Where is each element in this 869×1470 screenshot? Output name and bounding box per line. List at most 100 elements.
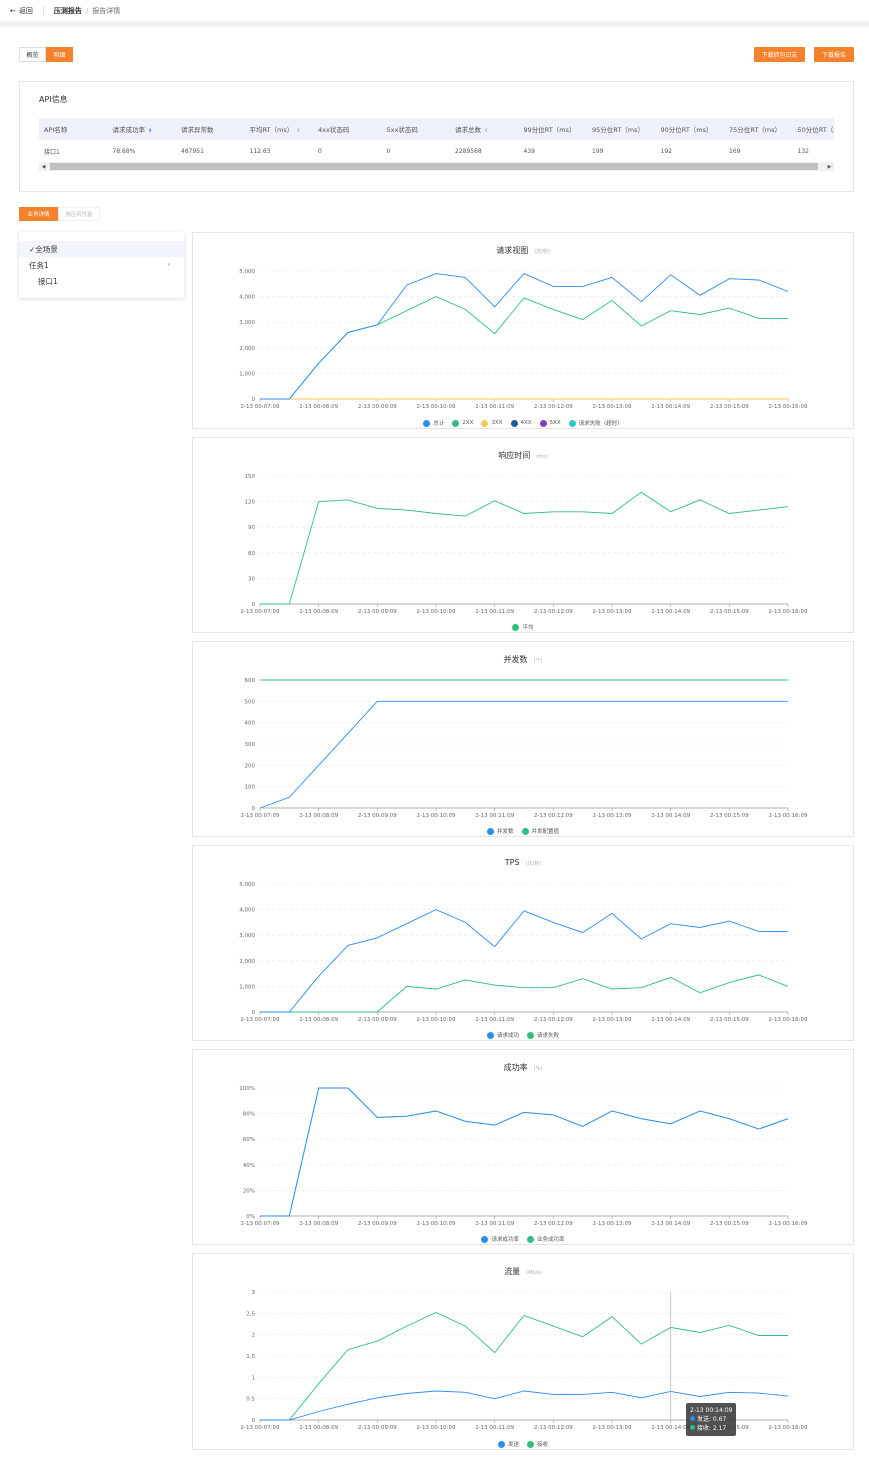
legend-item[interactable]: 请求成功率 bbox=[481, 1235, 519, 1243]
x-tick-label: 2-13 00:09:09 bbox=[358, 813, 397, 819]
table-row: 接口1 78.68% 487951 112.63 0 0 2289568 439… bbox=[39, 140, 834, 162]
x-tick-label: 2-13 00:13:09 bbox=[593, 1425, 632, 1431]
x-tick-label: 2-13 00:14:09 bbox=[651, 813, 690, 819]
legend-item[interactable]: 接收 bbox=[527, 1440, 548, 1448]
back-button[interactable]: ← 返回 bbox=[10, 6, 33, 16]
col-p50: 50分位RT（ms） bbox=[797, 126, 835, 134]
x-tick-label: 2-13 00:08:09 bbox=[299, 1425, 338, 1431]
y-tick-label: 3,000 bbox=[239, 933, 255, 939]
sort-icon[interactable]: ⬍ bbox=[148, 128, 153, 134]
y-tick-label: 300 bbox=[245, 742, 256, 748]
col-p99: 99分位RT（ms） bbox=[523, 126, 576, 134]
y-tick-label: 0 bbox=[252, 1418, 256, 1424]
top-bar: ← 返回 压测报告 / 报告详情 bbox=[0, 0, 869, 21]
chevron-down-icon[interactable]: ▾ bbox=[167, 262, 170, 268]
sort-icon[interactable]: ⬍ bbox=[484, 128, 489, 134]
y-tick-label: 120 bbox=[245, 500, 256, 506]
legend-label: 并发数 bbox=[496, 829, 514, 835]
divider bbox=[42, 6, 44, 15]
scroll-right-icon[interactable]: ▶ bbox=[827, 163, 832, 170]
x-tick-label: 2-13 00:11:09 bbox=[475, 404, 514, 410]
sort-icon[interactable]: ⬍ bbox=[296, 128, 301, 134]
x-tick-label: 2-13 00:13:09 bbox=[593, 404, 632, 410]
legend-item[interactable]: 并发配置值 bbox=[521, 827, 559, 835]
col-p95: 95分位RT（ms） bbox=[592, 126, 645, 134]
cell-p95: 199 bbox=[592, 147, 604, 155]
chart-legend: 请求成功 请求失败 bbox=[193, 1031, 853, 1039]
x-tick-label: 2-13 00:07:09 bbox=[241, 609, 280, 615]
tab-load-machine[interactable]: 施压机性能 bbox=[58, 207, 100, 221]
scroll-left-icon[interactable]: ◀ bbox=[41, 163, 46, 170]
x-tick-label: 2-13 00:13:09 bbox=[593, 1017, 632, 1023]
series-line bbox=[260, 1087, 789, 1217]
api-info-title: API信息 bbox=[39, 95, 68, 104]
col-success-rate-label: 请求成功率 bbox=[112, 126, 146, 134]
col-total-label: 请求总数 bbox=[455, 126, 481, 134]
breadcrumb-main[interactable]: 压测报告 bbox=[53, 6, 82, 15]
tab-detail[interactable]: 明细 bbox=[46, 47, 73, 62]
chart-card-requests: 请求视图 (次/秒) 0 1,000 2,000 3,000 4,000 5,000 2-13… bbox=[192, 232, 854, 429]
scrollbar-thumb[interactable] bbox=[50, 163, 818, 170]
cell-5xx: 0 bbox=[386, 147, 391, 155]
col-avg-rt[interactable]: 平均RT（ms） ⬍ bbox=[245, 124, 314, 134]
tab-business-detail[interactable]: 业务详情 bbox=[19, 207, 58, 221]
x-tick-label: 2-13 00:09:09 bbox=[358, 609, 397, 615]
x-tick-label: 2-13 00:15:09 bbox=[710, 609, 749, 615]
cell-4xx: 0 bbox=[318, 147, 322, 155]
x-tick-label: 2-13 00:16:09 bbox=[769, 404, 808, 410]
legend-dot-icon bbox=[497, 1440, 505, 1448]
x-tick-label: 2-13 00:16:09 bbox=[769, 813, 808, 819]
table-header: API名称 请求成功率 ⬍ 请求异常数 平均RT（ms） ⬍ 4xx状态码 5xx状… bbox=[39, 118, 834, 140]
x-tick-label: 2-13 00:11:09 bbox=[475, 1221, 514, 1227]
x-tick-label: 2-13 00:12:09 bbox=[534, 1425, 573, 1431]
legend-dot-icon bbox=[527, 1031, 534, 1039]
scene-all[interactable]: ✓ 全场景 bbox=[19, 241, 184, 257]
x-tick-label: 2-13 00:07:09 bbox=[241, 1221, 280, 1227]
legend-item[interactable]: 平均 bbox=[512, 623, 534, 631]
col-success-rate[interactable]: 请求成功率 ⬍ bbox=[108, 124, 177, 134]
x-tick-label: 2-13 00:15:09 bbox=[710, 1017, 749, 1023]
chart-svg: 0 0.5 1 1.5 2 2.5 3 2-13 00:07:09 2-13 00:08:09 2… bbox=[241, 1290, 808, 1431]
legend-dot-icon bbox=[423, 419, 431, 427]
scene-interface[interactable]: 接口1 bbox=[38, 276, 58, 286]
tab-overview[interactable]: 概览 bbox=[19, 47, 46, 62]
legend-item[interactable]: 请求失败（超时） bbox=[568, 419, 623, 427]
col-total[interactable]: 请求总数 ⬍ bbox=[450, 124, 519, 134]
legend-item[interactable]: 请求成功 bbox=[486, 1031, 519, 1039]
legend-item[interactable]: 3XX bbox=[481, 419, 503, 427]
legend-item[interactable]: 5XX bbox=[539, 419, 561, 427]
chart-card-rt: 响应时间 (ms) 0 30 60 90 120 150 2-13 00:07:09 2-13 … bbox=[192, 437, 854, 633]
horizontal-scrollbar[interactable]: ◀ ▶ bbox=[39, 162, 834, 171]
legend-item[interactable]: 2XX bbox=[452, 419, 473, 427]
breadcrumb-current: 报告详情 bbox=[92, 6, 121, 15]
chart-title-text: 请求视图 bbox=[496, 246, 529, 255]
x-tick-label: 2-13 00:07:09 bbox=[241, 1425, 280, 1431]
download-report-button[interactable]: 下载报告 bbox=[814, 47, 854, 62]
x-tick-label: 2-13 00:10:09 bbox=[417, 813, 456, 819]
api-table: API名称 请求成功率 ⬍ 请求异常数 平均RT（ms） ⬍ 4xx状态码 5xx状… bbox=[39, 118, 834, 162]
download-log-button[interactable]: 下载抓包日志 bbox=[754, 47, 805, 62]
col-p90: 90分位RT（ms） bbox=[660, 126, 713, 134]
chart-legend: 发送 接收 bbox=[193, 1440, 853, 1448]
x-tick-label: 2-13 00:11:09 bbox=[475, 1425, 514, 1431]
x-tick-label: 2-13 00:10:09 bbox=[417, 1221, 456, 1227]
chart-legend: 平均 bbox=[193, 623, 853, 631]
chart-card-traffic: 流量 (Mb/s) 0 0.5 1 1.5 2 2.5 3 2-13 00:07:09 2-13 … bbox=[192, 1253, 854, 1450]
x-tick-label: 2-13 00:07:09 bbox=[241, 1017, 280, 1023]
legend-item[interactable]: 业务成功率 bbox=[527, 1235, 565, 1243]
tooltip-send-value: 发送: 0.67 bbox=[697, 1416, 727, 1423]
legend-item[interactable]: 4XX bbox=[510, 419, 532, 427]
chart-card-concurrency: 并发数 (个) 0 100 200 300 400 500 600 2-13 00:07:09 2… bbox=[192, 641, 854, 837]
legend-item[interactable]: 发送 bbox=[497, 1440, 519, 1448]
legend-item[interactable]: 总计 bbox=[423, 419, 444, 427]
legend-item[interactable]: 请求失败 bbox=[527, 1031, 559, 1039]
chart-legend: 总计 2XX 3XX 4XX 5XX 请求失败（超时） bbox=[193, 419, 853, 427]
y-tick-label: 100 bbox=[245, 785, 256, 791]
scene-task[interactable]: 任务1 ▾ bbox=[19, 257, 184, 273]
breadcrumb-separator: / bbox=[85, 6, 89, 15]
check-icon: ✓ bbox=[29, 244, 36, 254]
series-line bbox=[260, 1087, 789, 1217]
col-p75: 75分位RT（ms） bbox=[729, 126, 782, 134]
chart-title: TPS (次/秒) bbox=[193, 858, 853, 867]
legend-item[interactable]: 并发数 bbox=[486, 827, 514, 835]
